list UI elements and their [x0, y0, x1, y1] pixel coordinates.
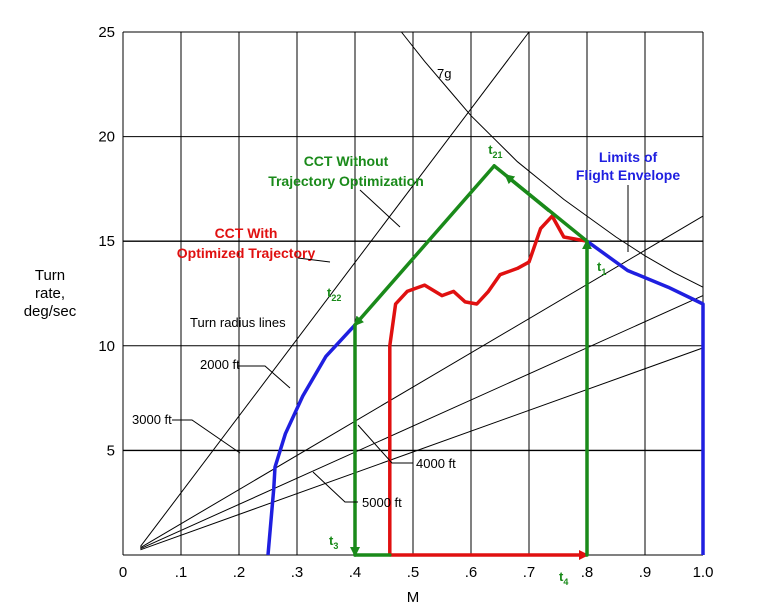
time-label: t1 [597, 259, 606, 277]
turn-radius-label: Turn radius lines [190, 315, 286, 330]
cct-without-label-line1: CCT Without [304, 153, 389, 169]
x-axis-title: M [407, 589, 420, 606]
time-label: t3 [329, 533, 338, 551]
g-limit-label: 7g [437, 66, 451, 81]
x-tick-label: .3 [291, 564, 304, 581]
cct-without-segment [353, 164, 496, 327]
leader-line [357, 424, 413, 464]
grid [122, 31, 704, 556]
envelope-right-line [585, 239, 705, 555]
leader-line [312, 471, 358, 503]
cct-with-line [388, 214, 588, 555]
x-tick-label: 0 [119, 564, 127, 581]
reference-line [401, 31, 704, 288]
x-tick-label: .6 [465, 564, 478, 581]
cct-without-label-line2: Trajectory Optimization [268, 173, 424, 189]
y-tick-label: 10 [98, 338, 115, 355]
cct-without-arrow [504, 173, 551, 213]
y-axis-title-line3: deg/sec [24, 303, 77, 320]
time-label: t22 [327, 285, 341, 303]
envelope-left-line [266, 323, 357, 556]
reference-line [140, 347, 704, 551]
x-tick-label: .4 [349, 564, 362, 581]
leader-line [172, 419, 241, 454]
reference-lines [140, 31, 704, 551]
reference-line [140, 31, 530, 547]
radius-5000-label: 5000 ft [362, 495, 402, 510]
leader-line [359, 189, 401, 228]
y-tick-label: 20 [98, 129, 115, 146]
leader-line [297, 257, 331, 263]
radius-2000-label: 2000 ft [200, 357, 240, 372]
y-tick-label: 25 [98, 24, 115, 41]
time-labels: t1 t21 t22 t3 t4 [327, 142, 606, 587]
tick-labels: 0 .1 .2 .3 .4 .5 .6 .7 .8 .9 1.0 5 10 15 20 25 [98, 24, 713, 581]
reference-line [140, 295, 704, 550]
time-label: t4 [559, 569, 568, 587]
envelope-label-line2: Flight Envelope [576, 167, 680, 183]
cct-with-label-line2: Optimized Trajectory [177, 245, 316, 261]
y-tick-label: 15 [98, 233, 115, 250]
x-tick-label: .5 [407, 564, 420, 581]
y-tick-label: 5 [107, 442, 115, 459]
series-group [266, 164, 705, 560]
x-tick-label: 1.0 [693, 564, 714, 581]
reference-line [140, 215, 704, 549]
leader-line [238, 365, 291, 389]
annotation-leaders [172, 185, 629, 503]
x-tick-label: .7 [523, 564, 536, 581]
x-tick-label: .8 [581, 564, 594, 581]
envelope-label-line1: Limits of [599, 149, 658, 165]
x-tick-label: .9 [639, 564, 652, 581]
radius-3000-label: 3000 ft [132, 412, 172, 427]
x-tick-label: .1 [175, 564, 188, 581]
x-tick-label: .2 [233, 564, 246, 581]
y-axis-title-line1: Turn [35, 267, 65, 284]
time-label: t21 [488, 142, 502, 160]
radius-4000-label: 4000 ft [416, 456, 456, 471]
cct-with-label-line1: CCT With [215, 225, 278, 241]
y-axis-title-line2: rate, [35, 285, 65, 302]
